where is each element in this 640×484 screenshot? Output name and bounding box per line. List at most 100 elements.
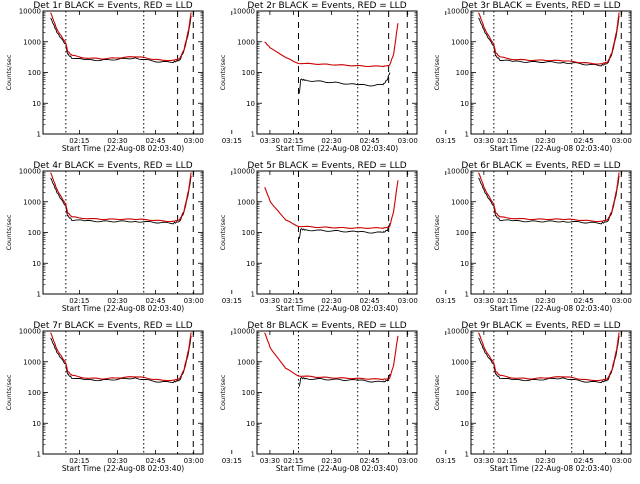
x-tick-label: 02:30 bbox=[321, 137, 341, 145]
chart-panel-3: Det 3r BLACK = Events, RED = LLD 1 10 100 10… bbox=[433, 1, 632, 153]
x-tick-label: 02:45 bbox=[573, 297, 593, 305]
x-tick-label: 02:45 bbox=[359, 137, 379, 145]
chart-panel-5: Det 5r BLACK = Events, RED = LLD11010010… bbox=[219, 161, 494, 313]
series-events-line bbox=[298, 223, 391, 239]
y-tick-label: 10 bbox=[460, 420, 469, 428]
y-tick-label: 100 bbox=[28, 389, 41, 397]
y-tick-label: 1 bbox=[37, 131, 41, 139]
plot-frame bbox=[256, 170, 418, 295]
x-axis-label: Start Time (22-Aug-08 02:03:40) bbox=[62, 144, 184, 153]
x-tick-label: 02:15 bbox=[497, 137, 517, 145]
chart-title: Det 5r BLACK = Events, RED = LLD bbox=[247, 161, 406, 171]
x-tick-label: 02:30 bbox=[535, 137, 555, 145]
x-tick-label: 02:30 bbox=[321, 457, 341, 465]
y-tick-label: 10000 bbox=[447, 328, 469, 336]
y-tick-label: 10 bbox=[460, 260, 469, 268]
x-tick-label: 02:15 bbox=[497, 297, 517, 305]
y-tick-label: 10000 bbox=[447, 168, 469, 176]
y-axis-label: Counts/sec bbox=[219, 214, 227, 250]
y-axis-label: Counts/sec bbox=[5, 54, 13, 90]
y-tick-label: 10000 bbox=[233, 8, 255, 16]
series-events-line bbox=[478, 15, 620, 67]
chart-panel-9: Det 9r BLACK = Events, RED = LLD 1 10 100 10… bbox=[433, 321, 632, 473]
y-tick-label: 1000 bbox=[237, 38, 255, 46]
series-lld-line bbox=[50, 12, 192, 62]
x-tick-label: 02:45 bbox=[573, 457, 593, 465]
y-tick-label: 1000 bbox=[23, 38, 41, 46]
y-tick-label: 1000 bbox=[23, 358, 41, 366]
chart-title: Det 1r BLACK = Events, RED = LLD bbox=[33, 1, 192, 11]
y-tick-label: 1 bbox=[465, 291, 469, 299]
y-tick-label: 10000 bbox=[19, 168, 41, 176]
x-tick-label: 02:30 bbox=[535, 297, 555, 305]
x-tick-label: 03:30 bbox=[474, 137, 494, 145]
chart-title: Det 2r BLACK = Events, RED = LLD bbox=[247, 1, 406, 11]
x-tick-label: 03:15 bbox=[436, 457, 456, 465]
y-axis-label: Counts/sec bbox=[5, 214, 13, 250]
x-tick-label: 02:15 bbox=[283, 297, 303, 305]
x-tick-label: 02:30 bbox=[107, 457, 127, 465]
chart-panel-1: Det 1r BLACK = Events, RED = LLD11010010… bbox=[5, 1, 280, 153]
chart-panel-6: Det 6r BLACK = Events, RED = LLD 1 10 100 10… bbox=[433, 161, 632, 313]
y-tick-label: 1 bbox=[251, 291, 255, 299]
y-tick-label: 1 bbox=[465, 131, 469, 139]
x-tick-label: 03:15 bbox=[222, 297, 242, 305]
plot-frame bbox=[42, 170, 204, 295]
chart-title: Det 4r BLACK = Events, RED = LLD bbox=[33, 161, 192, 171]
chart-title: Det 9r BLACK = Events, RED = LLD bbox=[461, 321, 620, 331]
chart-title: Det 6r BLACK = Events, RED = LLD bbox=[461, 161, 620, 171]
y-axis-label: Counts/sec bbox=[5, 374, 13, 410]
x-axis-label: Start Time (22-Aug-08 02:03:40) bbox=[276, 464, 398, 473]
x-tick-label: 02:45 bbox=[359, 457, 379, 465]
y-tick-label: 1000 bbox=[451, 358, 469, 366]
x-tick-label: 03:15 bbox=[436, 297, 456, 305]
x-tick-label: 03:30 bbox=[474, 457, 494, 465]
y-axis-label: Counts/sec bbox=[219, 54, 227, 90]
y-tick-label: 10 bbox=[246, 420, 255, 428]
y-tick-label: 10 bbox=[246, 100, 255, 108]
x-tick-label: 03:15 bbox=[222, 137, 242, 145]
x-tick-label: 02:15 bbox=[69, 137, 89, 145]
x-tick-label: 02:15 bbox=[283, 137, 303, 145]
y-tick-label: 100 bbox=[242, 389, 255, 397]
x-tick-label: 02:15 bbox=[497, 457, 517, 465]
y-axis-label: Counts/sec bbox=[433, 374, 441, 410]
chart-panel-4: Det 4r BLACK = Events, RED = LLD11010010… bbox=[5, 161, 280, 313]
chart-title: Det 3r BLACK = Events, RED = LLD bbox=[461, 1, 620, 11]
x-tick-label: 02:15 bbox=[283, 457, 303, 465]
x-tick-label: 02:30 bbox=[535, 457, 555, 465]
x-tick-label: 02:15 bbox=[69, 297, 89, 305]
y-tick-label: 10 bbox=[246, 260, 255, 268]
x-axis-label: Start Time (22-Aug-08 02:03:40) bbox=[62, 464, 184, 473]
x-axis-label: Start Time (22-Aug-08 02:03:40) bbox=[490, 464, 612, 473]
x-tick-label: 02:30 bbox=[107, 137, 127, 145]
y-tick-label: 100 bbox=[456, 389, 469, 397]
chart-title: Det 8r BLACK = Events, RED = LLD bbox=[247, 321, 406, 331]
x-tick-label: 02:45 bbox=[145, 137, 165, 145]
y-tick-label: 10000 bbox=[447, 8, 469, 16]
y-tick-label: 100 bbox=[456, 69, 469, 77]
x-tick-label: 03:00 bbox=[398, 297, 418, 305]
series-lld-line bbox=[478, 172, 620, 223]
x-tick-label: 02:15 bbox=[69, 457, 89, 465]
plot-frame bbox=[42, 330, 204, 455]
x-tick-label: 03:30 bbox=[260, 137, 280, 145]
plot-frame bbox=[256, 10, 418, 135]
chart-title: Det 7r BLACK = Events, RED = LLD bbox=[33, 321, 192, 331]
x-tick-label: 03:15 bbox=[436, 137, 456, 145]
y-tick-label: 10 bbox=[32, 260, 41, 268]
plot-frame bbox=[470, 330, 632, 455]
y-tick-label: 1 bbox=[37, 291, 41, 299]
y-tick-label: 1000 bbox=[237, 358, 255, 366]
y-axis-label: Counts/sec bbox=[219, 374, 227, 410]
series-lld-line bbox=[50, 332, 192, 382]
y-axis-label: Counts/sec bbox=[433, 214, 441, 250]
x-tick-label: 03:30 bbox=[260, 297, 280, 305]
series-lld-line bbox=[50, 172, 192, 223]
plot-frame bbox=[42, 10, 204, 135]
x-axis-label: Start Time (22-Aug-08 02:03:40) bbox=[490, 144, 612, 153]
y-tick-label: 10000 bbox=[233, 168, 255, 176]
plot-frame bbox=[256, 330, 418, 455]
series-lld-line bbox=[264, 332, 399, 381]
